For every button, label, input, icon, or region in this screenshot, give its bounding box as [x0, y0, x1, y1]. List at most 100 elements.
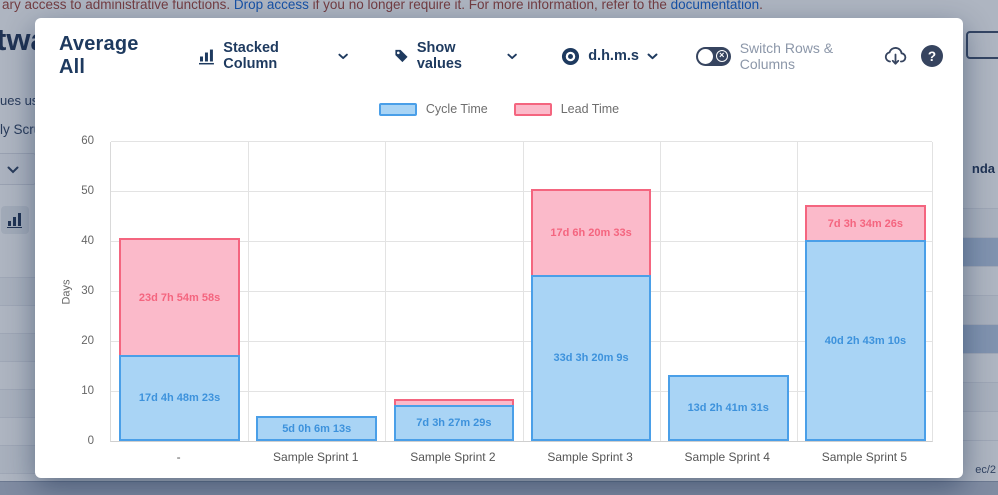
- cycle-time-bar-segment[interactable]: 7d 3h 27m 29s: [393, 405, 515, 441]
- banner-text: if you no longer require it. For more in…: [312, 0, 667, 12]
- chart-type-label: Stacked Column: [223, 40, 279, 72]
- table-row: [0, 390, 35, 418]
- x-category-label: Sample Sprint 4: [684, 450, 770, 464]
- y-tick-label: 30: [81, 285, 94, 297]
- table-row-selected: [963, 325, 998, 354]
- cycle-time-value-label: 13d 2h 41m 31s: [687, 402, 769, 415]
- cycle-time-bar-segment[interactable]: 13d 2h 41m 31s: [667, 375, 789, 441]
- lead-time-bar-segment[interactable]: 17d 6h 20m 33s: [530, 189, 652, 276]
- show-values-label: Show values: [416, 40, 462, 72]
- gridline-horizontal: [111, 241, 932, 242]
- cycle-time-bar-segment[interactable]: 33d 3h 20m 9s: [530, 275, 652, 441]
- help-button[interactable]: ?: [921, 45, 943, 67]
- table-row: [0, 362, 35, 390]
- banner-text: ary access to administrative functions.: [2, 0, 231, 12]
- cycle-time-value-label: 7d 3h 27m 29s: [416, 417, 492, 430]
- switch-rows-columns-control: × Switch Rows & Columns: [695, 40, 883, 72]
- chart-area: Cycle Time Lead Time Days 0 10 20 30 40 50 60 1…: [59, 96, 939, 464]
- chevron-down-icon: [7, 166, 19, 174]
- legend-item[interactable]: Cycle Time: [378, 102, 488, 116]
- target-icon: [562, 47, 580, 65]
- download-button[interactable]: [883, 45, 908, 67]
- y-tick-label: 40: [81, 235, 94, 247]
- legend-item[interactable]: Lead Time: [513, 102, 620, 116]
- lead-time-bar-segment[interactable]: [393, 398, 515, 406]
- gridline-horizontal: [111, 291, 932, 292]
- y-tick-label: 50: [81, 185, 94, 197]
- cycle-time-bar-segment[interactable]: 17d 4h 48m 23s: [119, 355, 240, 441]
- gridline-vertical: [385, 142, 387, 441]
- modal-header-icons: ?: [883, 45, 943, 67]
- lead-time-bar-segment[interactable]: 7d 3h 34m 26s: [805, 204, 926, 241]
- lead-time-value-label: 7d 3h 34m 26s: [827, 217, 904, 230]
- cycle-time-value-label: 40d 2h 43m 10s: [824, 334, 907, 347]
- gridline-vertical: [522, 142, 524, 441]
- table-row: [0, 306, 35, 334]
- chevron-down-icon: [647, 53, 658, 59]
- gridline-horizontal: [111, 391, 932, 392]
- y-tick-label: 60: [81, 135, 94, 147]
- toggle-knob: [697, 48, 713, 64]
- gridline-vertical: [248, 142, 250, 441]
- table-row: [963, 383, 998, 412]
- modal-title: Average All: [59, 33, 139, 78]
- gridline-horizontal: [111, 141, 932, 142]
- table-row: [963, 267, 998, 296]
- switch-rows-columns-label: Switch Rows & Columns: [739, 40, 834, 72]
- legend-label: Lead Time: [560, 102, 620, 116]
- banner-text: .: [759, 0, 763, 12]
- gridline-horizontal: [111, 191, 932, 192]
- chevron-down-icon: [338, 53, 348, 59]
- y-tick-label: 10: [81, 385, 94, 397]
- background-button-outline: [966, 31, 998, 59]
- cycle-time-value-label: 17d 4h 48m 23s: [138, 392, 221, 404]
- legend-swatch: [513, 102, 552, 116]
- table-row: [963, 354, 998, 383]
- y-tick-label: 20: [81, 335, 94, 347]
- plot-area: 17d 4h 48m 23s 23d 7h 54m 58s 5d 0h 6m 13s…: [110, 141, 933, 442]
- table-row: [963, 296, 998, 325]
- tag-icon: [395, 49, 408, 63]
- cycle-time-value-label: 33d 3h 20m 9s: [553, 352, 629, 365]
- chart-legend: Cycle Time Lead Time: [59, 102, 939, 116]
- background-chart-button[interactable]: [1, 206, 29, 234]
- time-format-dropdown[interactable]: d.h.m.s: [561, 47, 658, 66]
- x-category-label: Sample Sprint 3: [547, 450, 633, 464]
- date-fragment: ec/2: [975, 464, 996, 476]
- lead-time-value-label: 23d 7h 54m 58s: [138, 291, 221, 304]
- time-format-label: d.h.m.s: [588, 48, 639, 64]
- table-row: [0, 418, 35, 446]
- toggle-off-icon: ×: [715, 50, 728, 62]
- bar-chart-icon: [7, 213, 22, 228]
- chart-modal: Average All Stacked Column Show values: [35, 18, 963, 478]
- legend-swatch: [378, 102, 417, 116]
- cycle-time-bar-segment[interactable]: 5d 0h 6m 13s: [256, 416, 378, 441]
- chart-type-dropdown[interactable]: Stacked Column: [199, 40, 348, 72]
- stacked-column-icon: [199, 49, 215, 64]
- x-category-label: Sample Sprint 5: [821, 450, 908, 464]
- admin-warning-banner: ary access to administrative functions. …: [2, 0, 763, 12]
- background-dropdown[interactable]: [0, 153, 36, 185]
- table-row-selected: [963, 238, 998, 267]
- table-row: [0, 278, 35, 306]
- background-table-left: [0, 250, 35, 474]
- y-axis-ticks: 0 10 20 30 40 50 60: [59, 135, 102, 447]
- table-row: [963, 180, 998, 209]
- background-table-right: [963, 180, 998, 441]
- cycle-time-bar-segment[interactable]: 40d 2h 43m 10s: [805, 240, 926, 441]
- show-values-dropdown[interactable]: Show values: [394, 40, 517, 72]
- x-category-label: Sample Sprint 1: [273, 450, 359, 464]
- y-tick-label: 0: [87, 435, 94, 447]
- legend-label: Cycle Time: [425, 102, 488, 116]
- lead-time-value-label: 17d 6h 20m 33s: [550, 227, 632, 240]
- lead-time-bar-segment[interactable]: 23d 7h 54m 58s: [119, 238, 240, 355]
- drop-access-link[interactable]: Drop access: [233, 0, 309, 12]
- cloud-download-icon: [884, 47, 907, 65]
- x-category-label: Sample Sprint 2: [410, 450, 496, 464]
- switch-rows-columns-toggle[interactable]: ×: [695, 46, 731, 66]
- background-footer-strip: [0, 481, 998, 495]
- table-row: [963, 209, 998, 238]
- documentation-link[interactable]: documentation: [670, 0, 760, 12]
- modal-header: Average All Stacked Column Show values: [59, 33, 943, 78]
